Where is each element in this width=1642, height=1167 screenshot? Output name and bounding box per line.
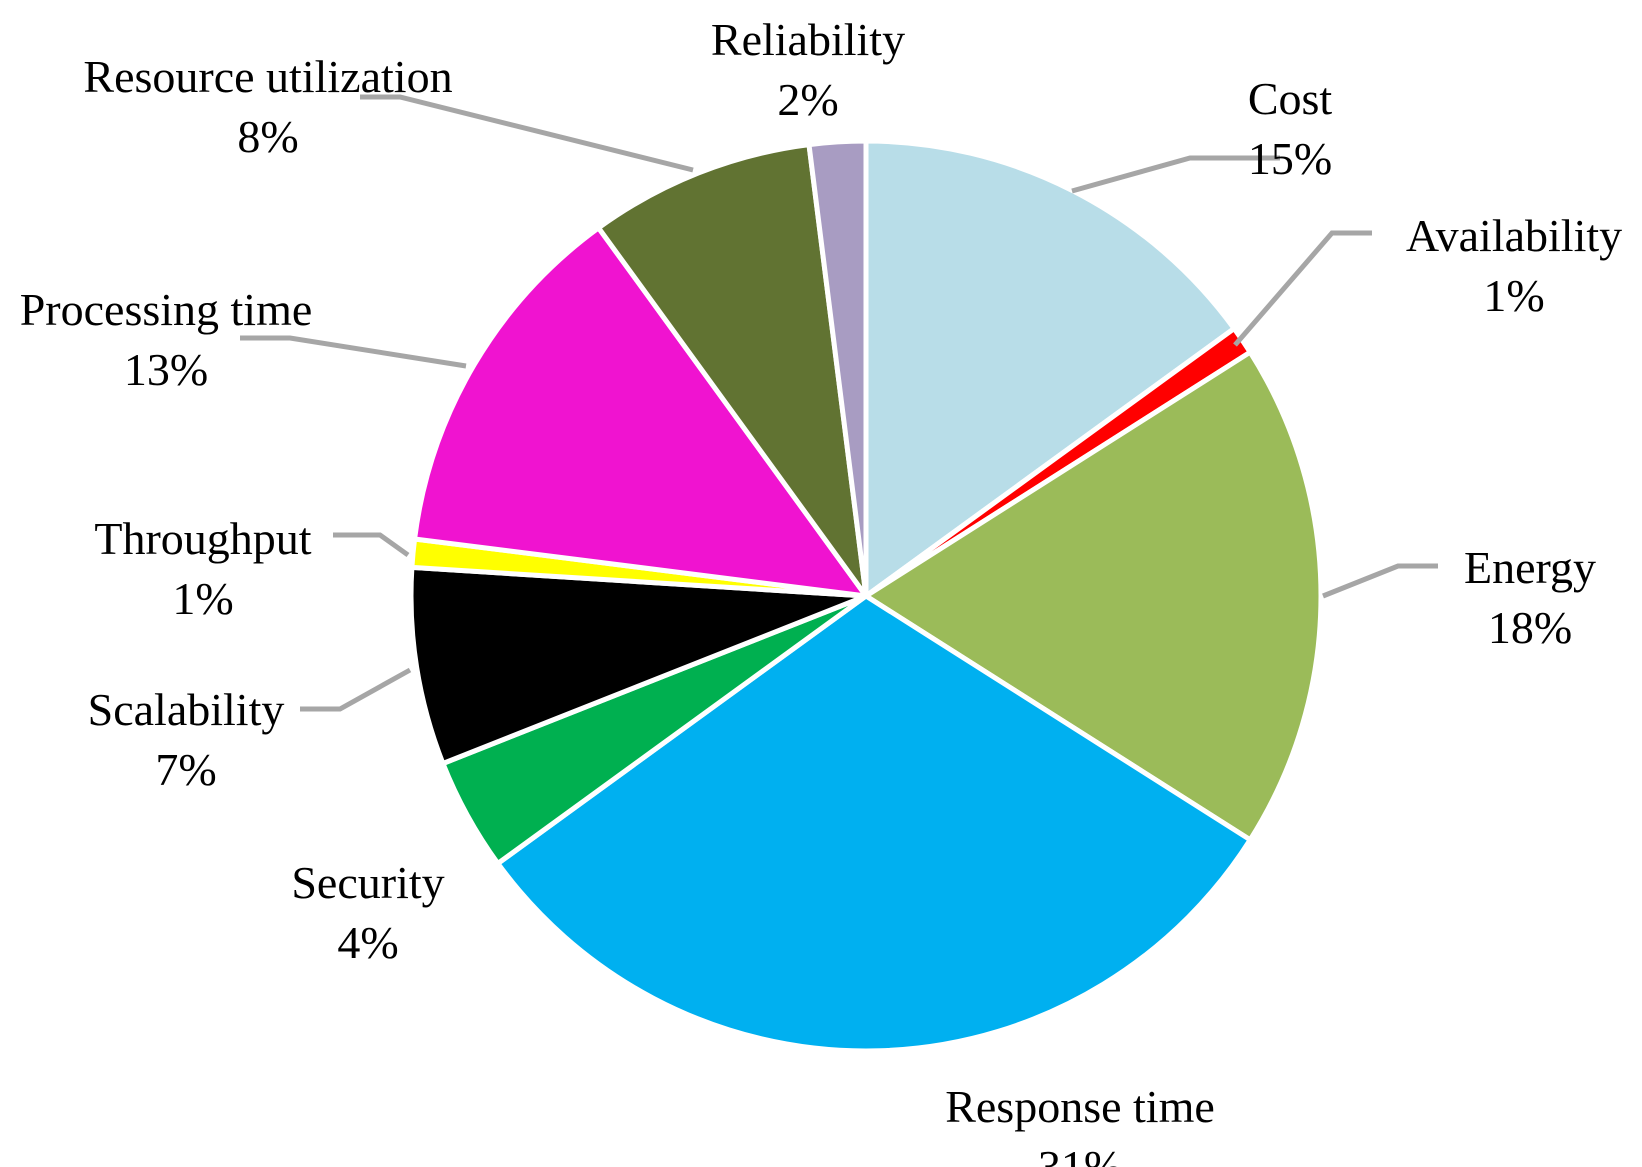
slice-name: Cost bbox=[1248, 73, 1333, 124]
slice-name: Reliability bbox=[711, 14, 905, 65]
pie-slice-energy bbox=[863, 349, 1324, 843]
leader-line-availability bbox=[1233, 230, 1372, 347]
slice-percent: 13% bbox=[124, 344, 208, 395]
slice-label-security: Security 4% bbox=[291, 857, 444, 968]
slice-label-resource-utilization: Resource utilization 8% bbox=[83, 51, 452, 162]
slice-label-energy: Energy 18% bbox=[1464, 542, 1596, 653]
leader-line-energy bbox=[1322, 563, 1438, 599]
slice-name: Response time bbox=[945, 1081, 1215, 1132]
pie-slice-processing-time bbox=[412, 225, 869, 599]
slice-percent: 15% bbox=[1248, 133, 1332, 184]
slice-label-reliability: Reliability 2% bbox=[711, 14, 905, 125]
slice-name: Availability bbox=[1406, 210, 1622, 261]
slice-name: Resource utilization bbox=[83, 51, 452, 102]
leader-line-resource-utilization bbox=[360, 94, 694, 173]
slice-label-availability: Availability 1% bbox=[1406, 210, 1622, 321]
slice-name: Scalability bbox=[88, 684, 285, 735]
slice-name: Throughput bbox=[94, 513, 311, 564]
slice-label-scalability: Scalability 7% bbox=[88, 684, 285, 795]
pie-slice-resource-utilization bbox=[596, 142, 869, 599]
leader-line-throughput bbox=[333, 532, 410, 558]
slice-name: Processing time bbox=[20, 284, 313, 335]
slice-name: Security bbox=[291, 857, 444, 908]
slice-percent: 1% bbox=[1483, 270, 1544, 321]
pie-slice-reliability bbox=[806, 138, 869, 599]
slice-percent: 2% bbox=[777, 74, 838, 125]
leader-line-cost bbox=[1071, 155, 1280, 194]
pie-slices bbox=[408, 138, 1324, 1054]
slice-percent: 18% bbox=[1488, 602, 1572, 653]
leader-line-scalability bbox=[300, 667, 412, 712]
slice-label-response-time: Response time 31% bbox=[945, 1081, 1215, 1167]
slice-percent: 7% bbox=[155, 744, 216, 795]
slice-percent: 8% bbox=[237, 111, 298, 162]
slice-percent: 1% bbox=[172, 573, 233, 624]
pie-slice-scalability bbox=[408, 564, 869, 766]
slice-percent: 4% bbox=[337, 917, 398, 968]
slice-label-throughput: Throughput 1% bbox=[94, 513, 311, 624]
slice-label-processing-time: Processing time 13% bbox=[20, 284, 313, 395]
slice-percent: 31% bbox=[1038, 1141, 1122, 1167]
leader-lines bbox=[240, 94, 1438, 712]
slice-name: Energy bbox=[1464, 542, 1596, 593]
slice-labels: Cost 15% Availability 1% Energy 18% Response t… bbox=[20, 14, 1622, 1167]
pie-slice-response-time bbox=[495, 593, 1253, 1054]
leader-line-processing-time bbox=[240, 335, 467, 369]
slice-label-cost: Cost 15% bbox=[1248, 73, 1333, 184]
